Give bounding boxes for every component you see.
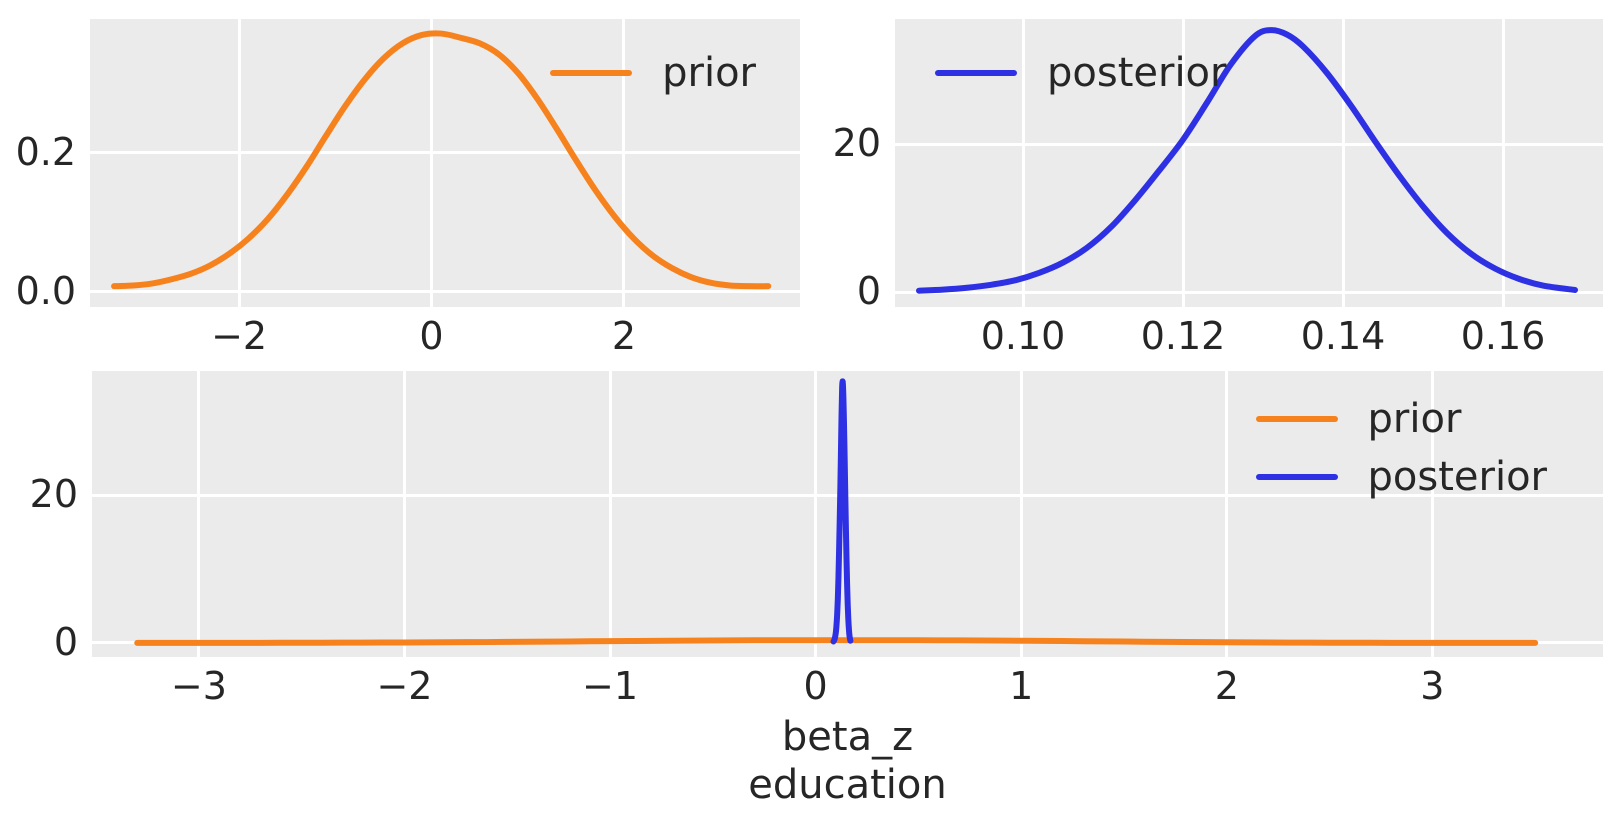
x-tick-label: 1	[1009, 664, 1034, 708]
gridline	[814, 371, 818, 657]
posterior-plot-svg	[916, 27, 1578, 294]
gridline	[90, 151, 800, 155]
gridline	[1430, 371, 1434, 657]
subplot-prior-panel: −2 0 2 0.0 0.2 prior	[16, 19, 800, 358]
subplot-posterior-panel: 0.10 0.12 0.14 0.16 0 20 posterior	[833, 19, 1603, 358]
x-tick-label: 0.16	[1460, 314, 1546, 358]
gridline	[1341, 19, 1345, 307]
legend-item-posterior: posterior	[935, 49, 1226, 97]
x-tick-label: 0	[803, 664, 828, 708]
prior-plot-svg	[111, 30, 772, 290]
gridline	[430, 19, 434, 307]
gridline	[1225, 371, 1229, 657]
legend-line-sample	[1255, 474, 1338, 480]
x-tick-label: 3	[1420, 664, 1445, 708]
grid-layer	[895, 19, 1603, 307]
legend-item-posterior: posterior	[1255, 453, 1547, 501]
gridline	[1021, 19, 1025, 307]
subplot-combined-panel: −3 −2 −1 0 1 2 3 0 20 prior posterior beta_z educ…	[30, 371, 1603, 808]
legend-label: posterior	[1367, 454, 1547, 500]
gridline	[608, 371, 612, 657]
posterior-curve	[830, 378, 854, 645]
posterior-curve	[916, 27, 1578, 294]
x-tick-label: 2	[1214, 664, 1239, 708]
gridline	[895, 142, 1603, 146]
x-tick-label: 0.14	[1300, 314, 1386, 358]
x-tick-label: −2	[211, 314, 268, 358]
y-tick-label: 0	[53, 620, 78, 665]
y-tick-label: 20	[832, 121, 881, 166]
y-tick-label: 0.0	[15, 268, 76, 313]
gridline	[237, 19, 241, 307]
x-tick-label: −1	[582, 664, 639, 708]
gridline	[895, 290, 1603, 294]
gridline	[402, 371, 406, 657]
legend-item-prior: prior	[550, 49, 756, 97]
combined-plot-svg	[134, 378, 1539, 646]
legend-label: posterior	[1047, 50, 1227, 96]
gridline	[1181, 19, 1185, 307]
grid-layer	[90, 19, 800, 307]
gridline	[622, 19, 626, 307]
x-tick-label: 0	[419, 314, 444, 358]
x-tick-label: −2	[376, 664, 433, 708]
gridline	[90, 290, 800, 294]
legend-line-sample	[1255, 416, 1338, 422]
legend-line-sample	[550, 70, 633, 76]
x-axis-label-line: beta_z	[781, 714, 914, 760]
x-tick-label: 0.12	[1140, 314, 1226, 358]
legend: prior	[550, 49, 756, 97]
y-tick-label: 0.2	[15, 130, 76, 175]
legend-label: prior	[662, 50, 756, 96]
legend: prior posterior	[1255, 395, 1547, 501]
legend-label: prior	[1367, 396, 1462, 442]
legend-line-sample	[935, 70, 1017, 76]
gridline	[1501, 19, 1505, 307]
gridline	[197, 371, 201, 657]
y-tick-label: 0	[856, 269, 881, 314]
x-tick-label: 2	[611, 314, 637, 358]
x-tick-label: 0.10	[980, 314, 1066, 358]
legend: posterior	[935, 49, 1226, 97]
x-axis-label-line: education	[748, 762, 947, 808]
legend-item-prior: prior	[1255, 395, 1547, 443]
x-tick-label: −3	[170, 664, 227, 708]
gridline	[1019, 371, 1023, 657]
y-tick-label: 20	[29, 472, 78, 517]
x-axis-label: beta_z education	[748, 713, 946, 809]
prior-curve	[111, 30, 772, 290]
